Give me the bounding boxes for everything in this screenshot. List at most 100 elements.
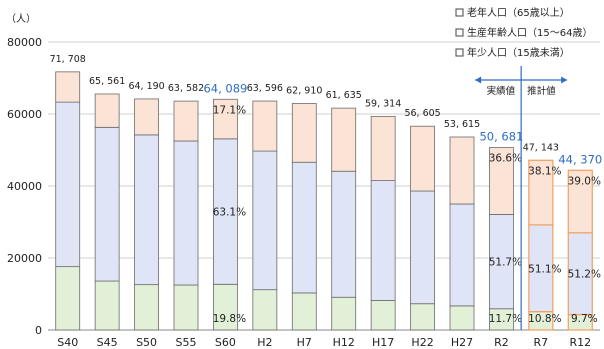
- y-tick-label: 80000: [7, 36, 42, 49]
- percent-label: 11.7%: [489, 313, 522, 325]
- legend-label: 年少人口（15歳未満）: [467, 46, 570, 59]
- x-tick-label: S50: [136, 336, 157, 349]
- legend-swatch: [455, 48, 464, 57]
- bar-segment: [528, 159, 554, 226]
- bar-segment: [173, 284, 199, 331]
- bar-segment: [55, 101, 81, 268]
- percent-label: 39.0%: [568, 175, 601, 187]
- bar-segment: [291, 161, 317, 294]
- bar-segment: [449, 136, 475, 205]
- bar-segment: [449, 305, 475, 331]
- bar-segment: [134, 134, 159, 286]
- total-label: 62, 910: [286, 86, 322, 97]
- y-tick-label: 60000: [7, 108, 42, 121]
- total-label: 56, 605: [404, 108, 440, 119]
- percent-label: 63.1%: [213, 207, 246, 219]
- total-label: 71, 708: [50, 54, 86, 65]
- total-label: 53, 615: [444, 119, 480, 130]
- x-tick-label: R12: [569, 336, 591, 349]
- legend: 老年人口（65歳以上） 生産年齢人口（15～64歳） 年少人口（15歳未満）: [455, 6, 592, 59]
- total-label: 65, 561: [89, 76, 125, 87]
- bar-segment: [370, 180, 396, 301]
- total-label: 61, 635: [326, 90, 362, 101]
- bar-segment: [331, 296, 357, 331]
- total-label: 63, 582: [168, 83, 204, 94]
- bar-segment: [252, 289, 278, 331]
- bar-segment: [213, 138, 238, 285]
- actual-period-label: 実績値: [487, 85, 516, 97]
- x-tick-label: R2: [494, 336, 509, 349]
- percent-label: 36.6%: [489, 153, 522, 165]
- projected-period-label: 推計値: [527, 85, 556, 97]
- bar-segment: [173, 100, 199, 142]
- bar-segment: [134, 98, 159, 136]
- bar-segment: [489, 147, 514, 215]
- percent-label: 51.2%: [568, 269, 601, 281]
- total-label: 59, 314: [365, 98, 401, 109]
- bar-segment: [331, 107, 357, 172]
- x-tick-label: H7: [297, 336, 312, 349]
- bar-segment: [173, 140, 199, 286]
- bar-segment: [370, 116, 396, 181]
- total-label: 64, 190: [128, 81, 164, 92]
- bar-segment: [213, 283, 238, 331]
- period-indicator: 実績値 推計値: [475, 66, 568, 330]
- bar-segment: [370, 300, 396, 331]
- legend-swatch: [455, 8, 464, 17]
- bar-segment: [567, 169, 593, 234]
- bar-segment: [331, 170, 357, 298]
- y-tick-label: 20000: [7, 252, 42, 265]
- x-tick-label: H12: [333, 336, 355, 349]
- percent-label: 9.7%: [571, 313, 598, 325]
- x-tick-label: R7: [534, 336, 549, 349]
- bars: [55, 71, 593, 331]
- percent-label: 17.1%: [213, 104, 246, 116]
- bar-segment: [410, 190, 435, 305]
- total-label: 64, 089: [203, 81, 247, 95]
- bar-segment: [94, 280, 120, 331]
- bar-segment: [55, 266, 81, 331]
- percent-label: 19.8%: [213, 313, 246, 325]
- total-label: 50, 681: [479, 130, 523, 144]
- bar-segment: [252, 150, 278, 291]
- x-tick-label: S60: [215, 336, 236, 349]
- legend-swatch: [455, 28, 464, 37]
- bar-segment: [567, 232, 593, 316]
- bar-segment: [252, 100, 278, 152]
- x-tick-label: H27: [451, 336, 473, 349]
- y-unit-label: （人）: [6, 13, 36, 25]
- bar-segment: [291, 103, 317, 163]
- x-tick-label: H2: [257, 336, 272, 349]
- x-tick-labels: S40 S45 S50 S55 S60 H2 H7 H12 H17 H22 H27 R2 R7 R12: [57, 336, 591, 349]
- period-arrow-right: [561, 76, 568, 84]
- x-tick-label: S55: [176, 336, 197, 349]
- percent-label: 10.8%: [528, 313, 561, 325]
- bar-segment: [55, 71, 81, 103]
- percent-label: 51.1%: [528, 263, 561, 275]
- x-tick-label: H17: [372, 336, 394, 349]
- x-tick-label: S45: [97, 336, 118, 349]
- bar-segment: [449, 203, 475, 307]
- percent-label: 51.7%: [489, 257, 522, 269]
- bar-segment: [134, 284, 159, 331]
- bar-segment: [410, 125, 435, 192]
- bar-segment: [410, 303, 435, 331]
- y-tick-label: 40000: [7, 180, 42, 193]
- bar-segment: [94, 93, 120, 128]
- percent-labels: 17.1% 63.1% 19.8% 36.6% 51.7% 11.7% 38.1% 51.1%…: [213, 104, 601, 325]
- y-tick-label: 0: [35, 324, 42, 337]
- bar-segment: [213, 98, 238, 140]
- legend-label: 生産年齢人口（15～64歳）: [467, 26, 592, 39]
- legend-label: 老年人口（65歳以上）: [467, 6, 570, 19]
- bar-segment: [291, 292, 317, 331]
- total-label: 47, 143: [523, 142, 559, 153]
- bar-segment: [94, 126, 120, 282]
- total-label: 44, 370: [558, 152, 602, 166]
- y-tick-labels: 0 20000 40000 60000 80000: [7, 36, 42, 337]
- percent-label: 38.1%: [528, 165, 561, 177]
- period-arrow-left: [475, 76, 482, 84]
- x-tick-label: H22: [411, 336, 433, 349]
- total-label: 63, 596: [247, 83, 283, 94]
